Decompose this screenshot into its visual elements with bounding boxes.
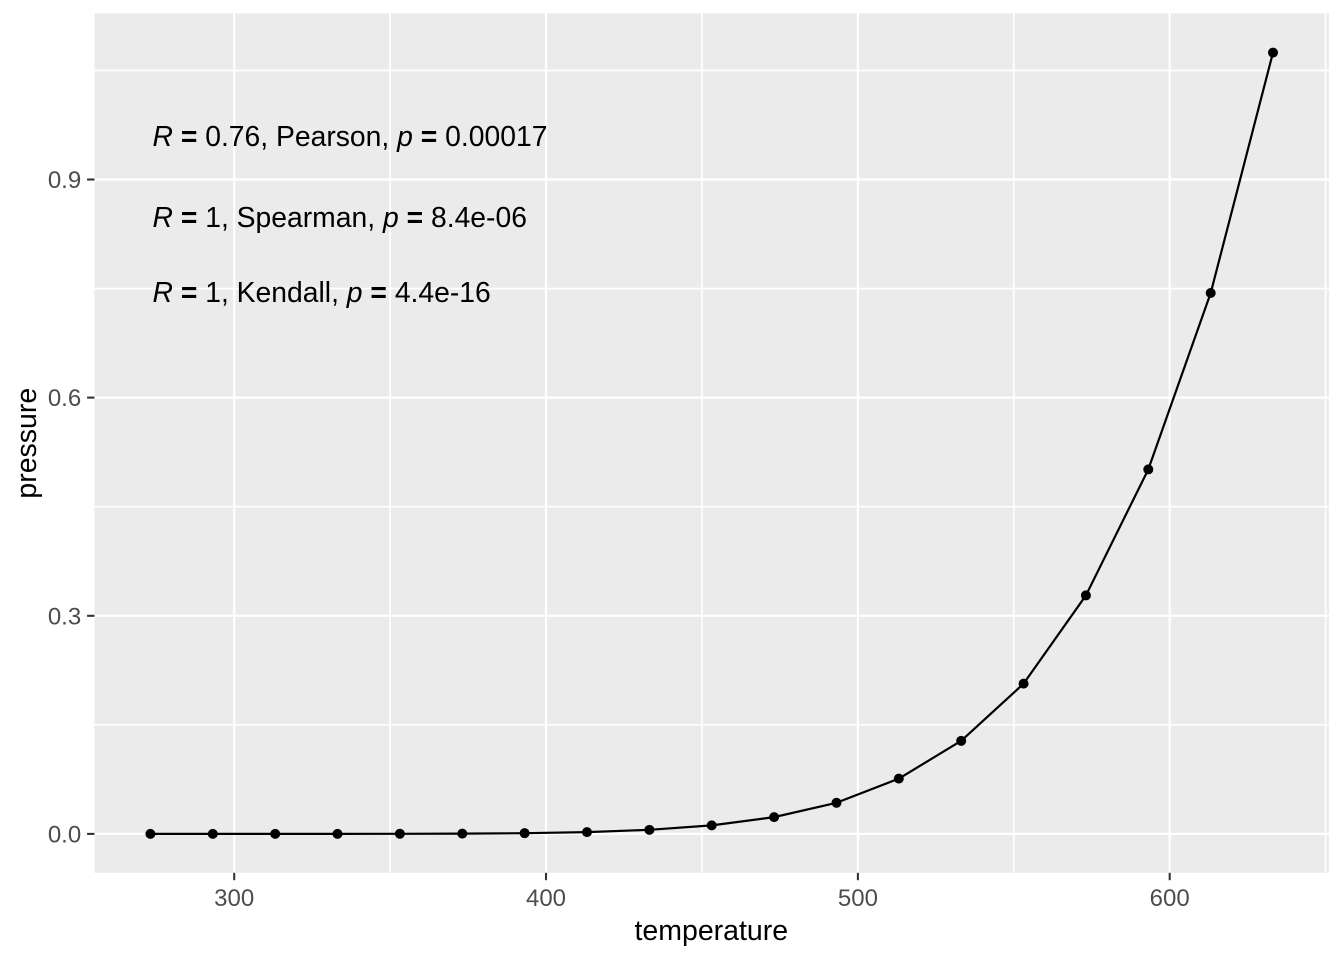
svg-text:R = 1, Spearman, p = 8.4e-06: R = 1, Spearman, p = 8.4e-06	[153, 201, 527, 233]
svg-text:500: 500	[838, 885, 878, 912]
svg-text:R = 1, Kendall, p = 4.4e-16: R = 1, Kendall, p = 4.4e-16	[153, 276, 491, 308]
svg-text:pressure: pressure	[11, 388, 43, 499]
svg-text:temperature: temperature	[634, 915, 788, 947]
svg-text:400: 400	[526, 885, 566, 912]
svg-text:R = 0.76, Pearson, p = 0.00017: R = 0.76, Pearson, p = 0.00017	[153, 120, 548, 152]
svg-text:0.9: 0.9	[48, 167, 81, 194]
svg-text:0.3: 0.3	[48, 603, 81, 630]
svg-text:600: 600	[1150, 885, 1190, 912]
svg-text:300: 300	[214, 885, 254, 912]
svg-text:0.0: 0.0	[48, 822, 81, 849]
svg-text:0.6: 0.6	[48, 385, 81, 412]
